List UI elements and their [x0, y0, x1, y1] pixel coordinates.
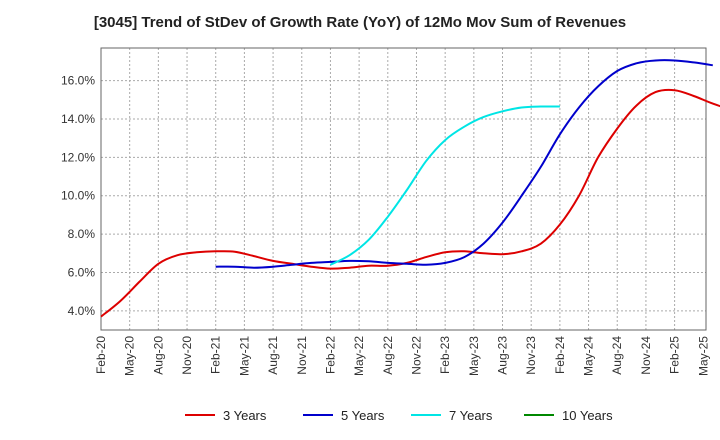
y-tick-label: 8.0%	[68, 227, 96, 241]
x-tick-label: May-21	[237, 336, 251, 376]
y-tick-label: 12.0%	[61, 150, 95, 164]
x-tick-label: Feb-20	[94, 336, 108, 374]
x-tick-label: Feb-24	[553, 336, 567, 374]
x-tick-label: Aug-24	[610, 336, 624, 375]
legend-label-3-years: 3 Years	[223, 408, 267, 423]
chart-title: [3045] Trend of StDev of Growth Rate (Yo…	[93, 14, 627, 31]
y-tick-label: 16.0%	[61, 74, 95, 88]
x-tick-label: Aug-22	[381, 336, 395, 375]
x-axis-ticks: Feb-20 May-20 Aug-20 Nov-20 Feb-21 May-21 Aug-…	[94, 336, 710, 376]
x-tick-label: Aug-20	[151, 336, 165, 375]
legend: 3 Years 5 Years 7 Years 10 Years	[185, 408, 613, 423]
x-tick-label: Nov-23	[524, 336, 538, 375]
x-tick-label: Nov-20	[180, 336, 194, 375]
x-tick-label: Feb-25	[668, 336, 682, 374]
x-tick-label: May-25	[696, 336, 710, 376]
x-tick-label: May-22	[352, 336, 366, 376]
series-line-3-years	[100, 88, 720, 318]
x-tick-label: Feb-23	[438, 336, 452, 374]
x-tick-label: Aug-23	[496, 336, 510, 375]
y-tick-label: 14.0%	[61, 112, 95, 126]
plot-frame	[100, 47, 707, 331]
x-tick-label: Feb-22	[323, 336, 337, 374]
x-tick-label: Aug-21	[266, 336, 280, 375]
series-line-5-years	[215, 59, 713, 269]
x-tick-label: Feb-21	[209, 336, 223, 374]
legend-label-5-years: 5 Years	[341, 408, 385, 423]
x-tick-label: May-20	[123, 336, 137, 376]
y-tick-label: 10.0%	[61, 189, 95, 203]
x-tick-label: Nov-24	[639, 336, 653, 375]
legend-label-7-years: 7 Years	[449, 408, 493, 423]
y-tick-label: 4.0%	[68, 304, 96, 318]
x-tick-label: May-23	[467, 336, 481, 376]
x-tick-label: Nov-21	[295, 336, 309, 375]
y-tick-label: 6.0%	[68, 265, 96, 279]
grid-layer	[101, 48, 706, 330]
x-tick-label: Nov-22	[409, 336, 423, 375]
y-axis-ticks: 4.0% 6.0% 8.0% 10.0% 12.0% 14.0% 16.0%	[61, 74, 95, 318]
legend-label-10-years: 10 Years	[562, 408, 613, 423]
series-line-7-years	[329, 105, 560, 266]
series-layer	[100, 59, 720, 318]
x-tick-label: May-24	[582, 336, 596, 376]
